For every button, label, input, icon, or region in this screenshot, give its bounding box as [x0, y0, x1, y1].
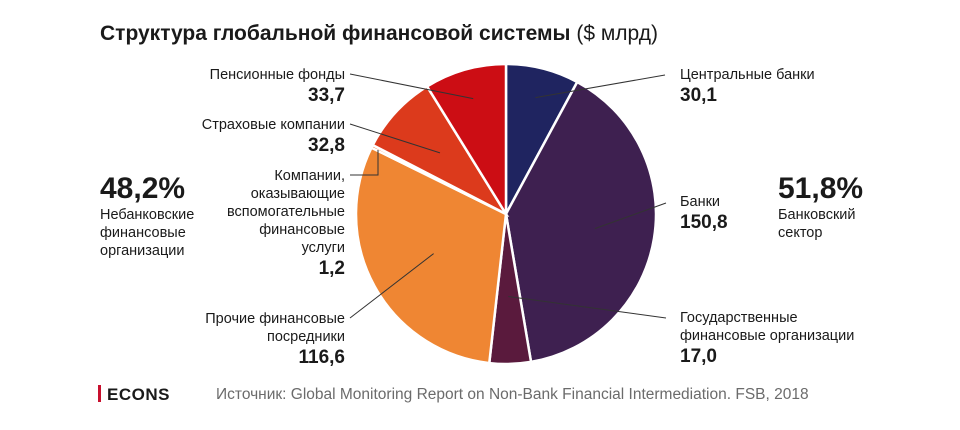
- label-other: Прочие финансовые посредники 116,6: [205, 310, 345, 370]
- label-gov-value: 17,0: [680, 346, 717, 367]
- label-aux-name-2: оказывающие: [250, 186, 345, 202]
- leader-central: [535, 74, 666, 99]
- leader-insurance: [349, 123, 441, 154]
- label-central-name: Центральные банки: [680, 67, 815, 83]
- share-nonbank: 48,2% Небанковские финансовые организаци…: [100, 172, 194, 260]
- label-aux-name-1: Компании,: [274, 168, 345, 184]
- leader-pension: [349, 73, 474, 100]
- chart-title-main: Структура глобальной финансовой системы: [100, 22, 571, 45]
- leader-gov: [508, 295, 667, 319]
- logo-text: ECONS: [107, 385, 170, 404]
- share-banking: 51,8% Банковский сектор: [778, 172, 863, 242]
- share-nonbank-caption-2: финансовые: [100, 225, 186, 241]
- label-banks-value: 150,8: [680, 212, 728, 233]
- label-aux-name-3: вспомогательные: [226, 204, 345, 220]
- econs-logo[interactable]: ECONS: [98, 385, 170, 405]
- leader-aux: [350, 150, 379, 176]
- leader-other: [349, 253, 434, 319]
- leader-banks: [594, 202, 667, 230]
- label-insurance: Страховые компании 32,8: [202, 116, 345, 158]
- label-banks: Банки 150,8: [680, 193, 728, 235]
- label-aux-name-5: услуги: [301, 240, 345, 256]
- label-aux-name-4: финансовые: [259, 222, 345, 238]
- label-aux-value: 1,2: [318, 258, 345, 279]
- label-central: Центральные банки 30,1: [680, 66, 815, 108]
- label-pension-value: 33,7: [308, 85, 345, 106]
- share-nonbank-caption-3: организации: [100, 243, 185, 259]
- label-aux: Компании, оказывающие вспомогательные фи…: [227, 167, 345, 281]
- share-banking-caption-2: сектор: [778, 225, 823, 241]
- share-banking-caption-1: Банковский: [778, 207, 856, 223]
- label-central-value: 30,1: [680, 85, 717, 106]
- slice-pension: [425, 62, 508, 219]
- label-insurance-name: Страховые компании: [201, 117, 345, 133]
- label-pension: Пенсионные фонды 33,7: [210, 66, 345, 108]
- label-gov: Государственные финансовые организации 1…: [680, 309, 854, 369]
- share-nonbank-pct: 48,2%: [100, 172, 186, 205]
- label-gov-name-2: финансовые организации: [680, 328, 855, 344]
- label-banks-name: Банки: [680, 194, 721, 210]
- slice-banks: [504, 80, 658, 364]
- label-other-name-1: Прочие финансовые: [205, 311, 345, 327]
- label-pension-name: Пенсионные фонды: [209, 67, 345, 83]
- label-other-name-2: посредники: [267, 329, 345, 345]
- share-banking-pct: 51,8%: [778, 172, 864, 205]
- logo-bar-icon: [98, 385, 101, 402]
- chart-title: Структура глобальной финансовой системы …: [100, 22, 658, 46]
- chart-title-unit: ($ млрд): [576, 22, 658, 45]
- source-note: Источник: Global Monitoring Report on No…: [216, 386, 809, 403]
- label-gov-name-1: Государственные: [680, 310, 798, 326]
- share-nonbank-caption-1: Небанковские: [100, 207, 195, 223]
- label-other-value: 116,6: [298, 347, 346, 368]
- label-insurance-value: 32,8: [308, 135, 345, 156]
